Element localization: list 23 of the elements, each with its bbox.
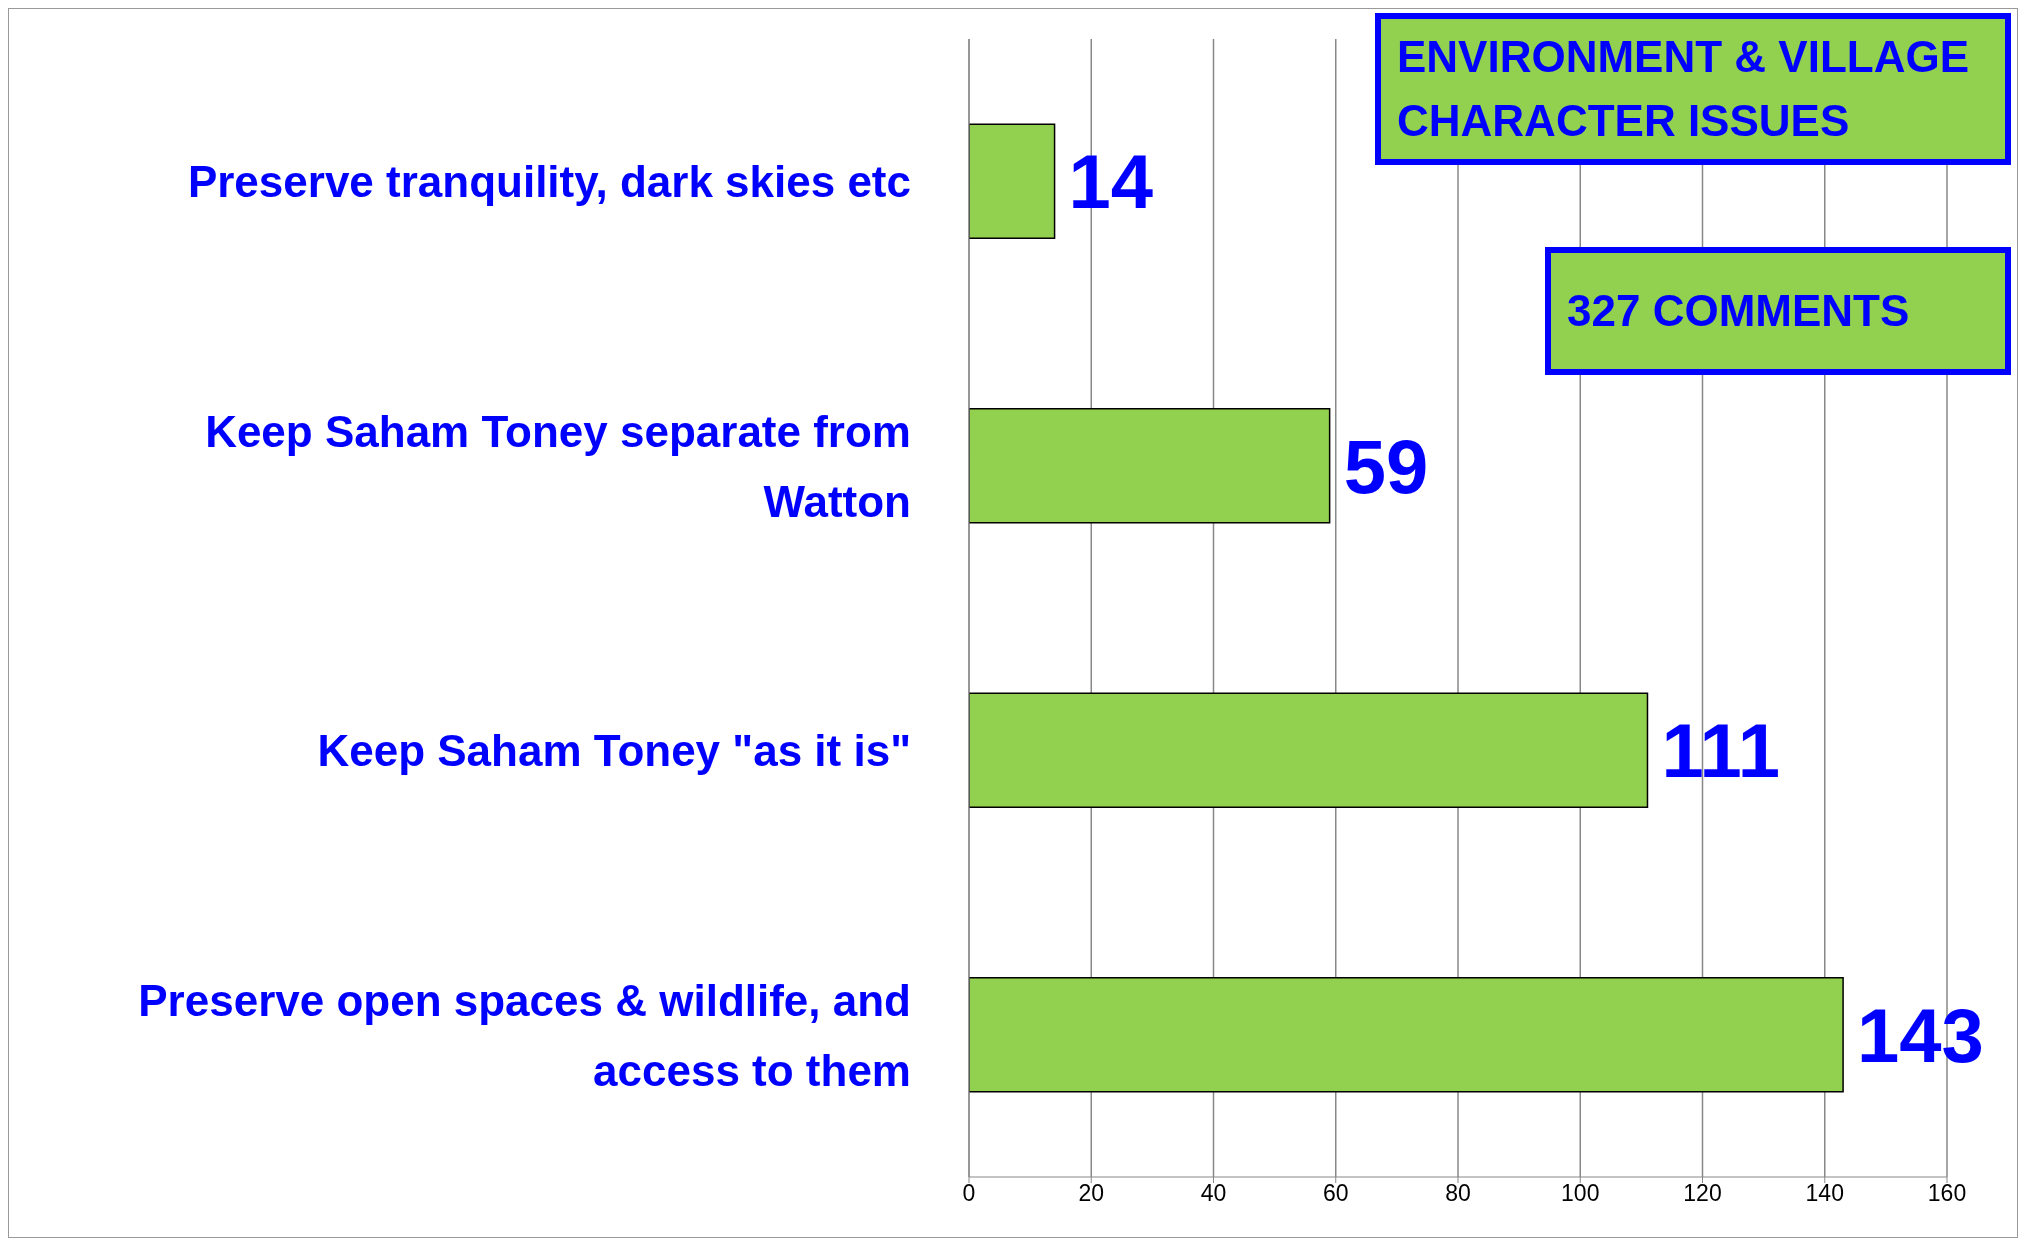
x-tick-label: 80	[1445, 1180, 1471, 1207]
bar	[969, 408, 1331, 524]
data-label: 111	[1661, 708, 1780, 794]
x-tick-label: 120	[1683, 1180, 1722, 1207]
data-label: 14	[1068, 139, 1154, 225]
y-tick-label: Preserve open spaces & wildlife, and access to them	[138, 975, 911, 1095]
x-tick-label: 60	[1322, 1180, 1349, 1207]
data-label: 143	[1857, 992, 1984, 1078]
y-tick-label: Keep Saham Toney "as it is"	[317, 725, 911, 775]
x-tick-label: 0	[962, 1180, 976, 1207]
bar	[969, 977, 1844, 1093]
y-tick-label: Preserve tranquility, dark skies etc	[187, 156, 911, 206]
bar	[969, 692, 1649, 809]
text: 327 COMMENTS	[1545, 247, 2011, 375]
bar	[969, 123, 1056, 240]
y-tick-label: Keep Saham Toney separate from Watton	[205, 406, 911, 526]
x-tick-label: 100	[1561, 1180, 1600, 1207]
x-tick-label: 140	[1805, 1180, 1844, 1207]
x-tick-label: 160	[1927, 1180, 1967, 1207]
x-tick-label: 40	[1200, 1180, 1227, 1207]
data-label: 59	[1343, 423, 1429, 509]
text: ENVIRONMENT & VILLAGE CHARACTER ISSUES	[1375, 13, 2011, 165]
x-tick-label: 20	[1078, 1180, 1105, 1207]
